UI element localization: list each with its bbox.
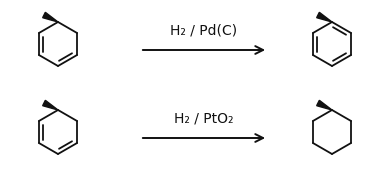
Polygon shape xyxy=(43,100,58,110)
Text: H₂ / PtO₂: H₂ / PtO₂ xyxy=(174,112,234,126)
Polygon shape xyxy=(317,12,332,22)
Polygon shape xyxy=(317,100,332,110)
Text: H₂ / Pd(C): H₂ / Pd(C) xyxy=(170,24,238,38)
Polygon shape xyxy=(43,12,58,22)
